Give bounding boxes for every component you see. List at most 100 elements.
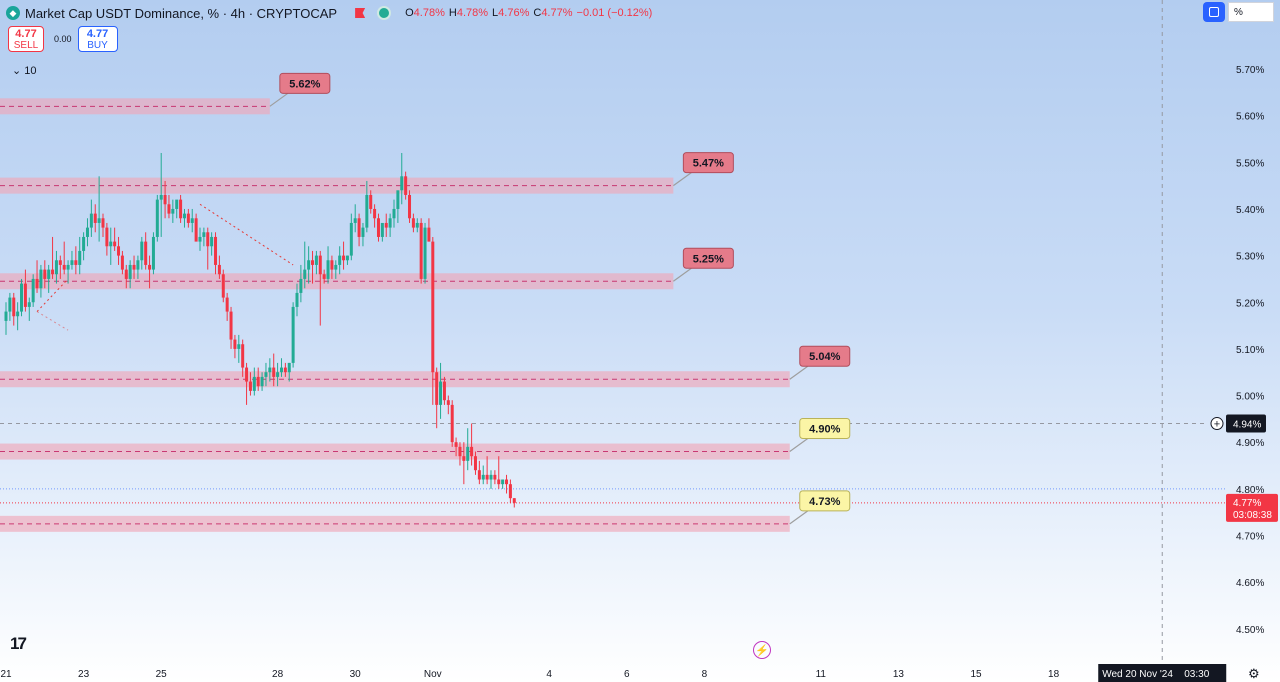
candle-body: [179, 199, 183, 219]
candle-body: [501, 479, 505, 485]
y-tick-label: 5.20%: [1236, 298, 1264, 309]
candle-body: [512, 498, 516, 503]
x-tick-label: 8: [702, 669, 708, 680]
candle-body: [279, 367, 283, 373]
candle-body: [124, 269, 128, 279]
candle-body: [314, 255, 318, 265]
candle-body: [194, 218, 198, 242]
y-tick-label: 5.40%: [1236, 205, 1264, 216]
gear-icon[interactable]: ⚙: [1248, 666, 1260, 681]
level-label-box: [799, 418, 851, 440]
candle-body: [489, 474, 493, 480]
indicators-toggle[interactable]: ⌄ 10: [12, 64, 37, 77]
y-tick-label: 4.80%: [1236, 485, 1264, 496]
auto-scale-button[interactable]: [1203, 2, 1225, 22]
candle-body: [8, 297, 12, 312]
candle-body: [505, 479, 509, 485]
flag-icon[interactable]: [355, 8, 366, 18]
candle-body: [493, 474, 497, 480]
market-status-icon: [377, 6, 392, 20]
candle-body: [101, 218, 105, 228]
crosshair-date-label: Wed 20 Nov '24: [1102, 669, 1173, 680]
candle-body: [229, 311, 233, 340]
x-tick-label: 21: [0, 669, 12, 680]
lightning-icon[interactable]: ⚡: [753, 641, 771, 659]
x-tick-label: 28: [272, 669, 284, 680]
candle-body: [58, 260, 62, 265]
candle-body: [427, 227, 431, 242]
candle-body: [439, 381, 443, 405]
candle-body: [148, 264, 152, 270]
candle-body: [82, 236, 86, 251]
price-unit-select[interactable]: %: [1228, 2, 1274, 22]
high-key: H: [448, 7, 457, 19]
open-value: 4.78%: [413, 7, 445, 19]
candle-body: [97, 218, 101, 223]
candle-body: [260, 376, 264, 387]
y-tick-label: 5.10%: [1236, 345, 1264, 356]
candle-body: [198, 236, 202, 242]
y-tick-label: 4.90%: [1236, 438, 1264, 449]
x-tick-label: 13: [893, 669, 905, 680]
candle-body: [411, 218, 415, 228]
x-tick-label: 6: [624, 669, 630, 680]
indicators-count: 10: [24, 65, 37, 77]
level-label: 4.73%: [809, 496, 840, 508]
buy-price: 4.77: [86, 28, 109, 40]
symbol-title[interactable]: Market Cap USDT Dominance, % · 4h · CRYP…: [25, 5, 338, 21]
candle-body: [287, 362, 291, 373]
candle-body: [74, 260, 78, 265]
label-pointer: [673, 172, 692, 187]
candle-body: [144, 241, 148, 265]
level-label: 5.04%: [809, 351, 840, 363]
candle-body: [85, 227, 89, 237]
close-key: C: [533, 7, 542, 19]
level-label: 5.47%: [693, 158, 724, 170]
low-value: 4.76%: [498, 7, 530, 19]
candle-body: [78, 250, 82, 265]
label-pointer: [789, 365, 809, 380]
candle-body: [338, 255, 342, 265]
candle-body: [477, 470, 481, 480]
level-label-box: [279, 72, 331, 94]
candle-body: [357, 218, 361, 237]
candle-body: [326, 260, 330, 279]
candle-body: [295, 292, 299, 307]
candle-body: [322, 274, 326, 279]
zone-band: [0, 371, 790, 388]
candle-body: [291, 306, 295, 363]
candle-body: [431, 241, 435, 373]
candle-body: [454, 442, 458, 447]
sell-button[interactable]: 4.77 SELL: [8, 26, 44, 52]
y-tick-label: 5.50%: [1236, 158, 1264, 169]
candle-body: [128, 264, 132, 279]
tradingview-logo[interactable]: 17: [10, 634, 27, 653]
candle-body: [376, 218, 380, 237]
candle-body: [485, 474, 489, 480]
open-key: O: [405, 7, 414, 19]
candle-body: [241, 344, 245, 368]
candle-body: [349, 222, 353, 256]
sell-label: SELL: [13, 40, 39, 51]
candle-body: [4, 311, 8, 321]
candle-body: [462, 456, 466, 461]
candle-body: [400, 176, 404, 191]
buy-button[interactable]: 4.77 BUY: [77, 26, 118, 52]
candle-body: [248, 381, 252, 391]
y-tick-label: 4.70%: [1236, 532, 1264, 543]
countdown-label: 03:08:38: [1233, 510, 1272, 521]
level-label: 5.25%: [693, 253, 724, 265]
candle-body: [384, 222, 388, 228]
candle-body: [365, 194, 369, 228]
candle-body: [206, 232, 210, 247]
candle-body: [23, 283, 27, 307]
candle-body: [113, 241, 117, 247]
crosshair-time-label: 03:30: [1184, 669, 1209, 680]
candle-body: [190, 218, 194, 223]
y-tick-label: 4.50%: [1236, 625, 1264, 636]
last-price-tag: [1226, 493, 1278, 522]
candle-body: [155, 199, 159, 237]
candle-body: [136, 260, 140, 270]
